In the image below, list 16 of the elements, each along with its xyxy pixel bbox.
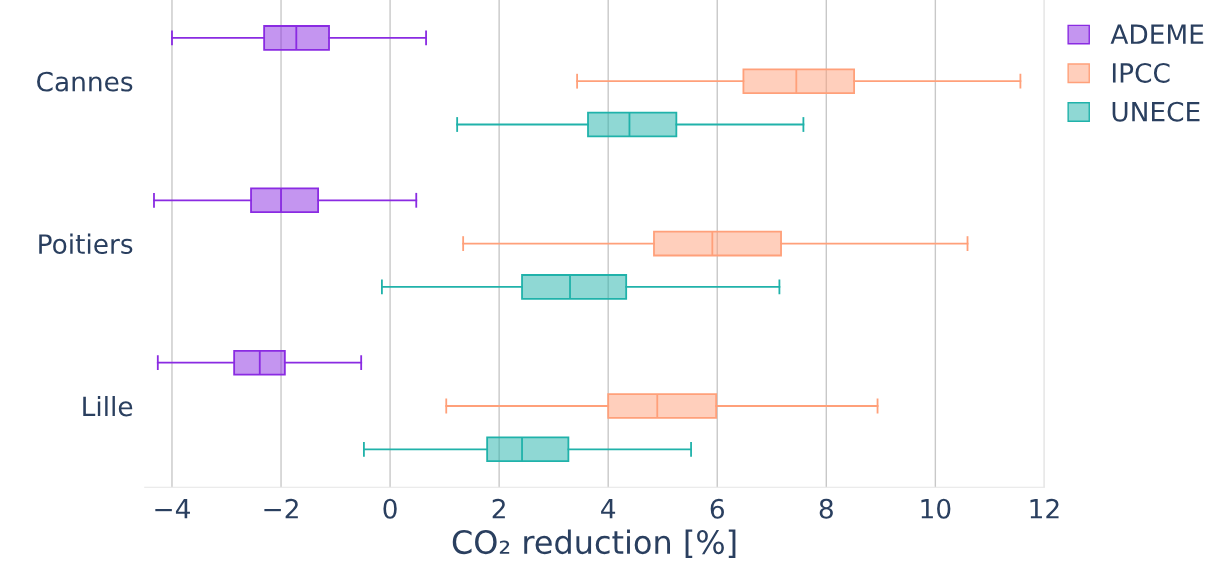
x-tick-label: 12 <box>1030 498 1059 519</box>
y-tick-label: Poitiers <box>39 233 133 254</box>
legend-label: ADEME <box>1110 24 1204 44</box>
legend-label: IPCC <box>1112 62 1170 83</box>
legend-label: UNECE <box>1112 101 1200 122</box>
x-tick-label: −2 <box>264 498 298 519</box>
y-tick-label: Lille <box>83 395 133 417</box>
x-tick-label: 6 <box>710 498 724 519</box>
x-tick-label: 2 <box>492 498 505 519</box>
x-tick-label: 10 <box>921 498 951 519</box>
x-tick-label: 8 <box>819 498 833 519</box>
x-tick-label: −4 <box>155 499 190 519</box>
x-tick-label: 0 <box>383 498 397 519</box>
x-tick-label: 4 <box>601 499 616 519</box>
x-axis-title: CO₂ reduction [%] <box>452 529 736 558</box>
y-tick-label: Cannes <box>37 71 133 92</box>
